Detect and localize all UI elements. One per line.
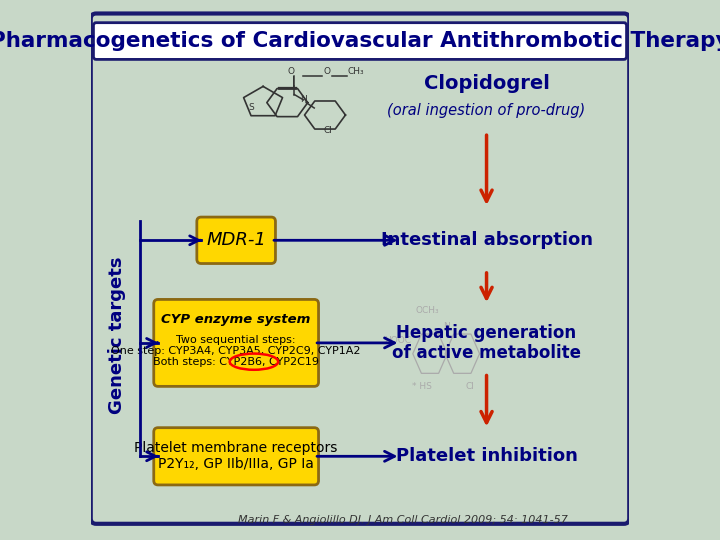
- Text: O: O: [287, 67, 294, 76]
- Text: One step: CYP3A4, CYP3A5, CYP2C9, CYP1A2: One step: CYP3A4, CYP3A5, CYP2C9, CYP1A2: [112, 346, 361, 356]
- Text: Cl: Cl: [323, 126, 332, 135]
- Text: * HS: * HS: [412, 382, 432, 391]
- FancyBboxPatch shape: [91, 14, 629, 524]
- Text: Both steps: CYP2B6, CYP2C19: Both steps: CYP2B6, CYP2C19: [153, 357, 319, 367]
- Text: S: S: [248, 103, 254, 112]
- Text: CH₃: CH₃: [348, 67, 364, 76]
- Text: OCH₃: OCH₃: [415, 306, 439, 315]
- Text: Platelet inhibition: Platelet inhibition: [395, 447, 577, 465]
- Text: N: N: [443, 322, 449, 332]
- Text: Platelet membrane receptors
P2Y₁₂, GP IIb/IIIa, GP Ia: Platelet membrane receptors P2Y₁₂, GP II…: [135, 441, 338, 471]
- FancyBboxPatch shape: [94, 23, 626, 59]
- FancyBboxPatch shape: [197, 217, 276, 264]
- FancyBboxPatch shape: [154, 428, 318, 485]
- Text: N: N: [300, 94, 307, 104]
- Text: (oral ingestion of pro-drug): (oral ingestion of pro-drug): [387, 103, 585, 118]
- Text: Pharmacogenetics of Cardiovascular Antithrombotic Therapy: Pharmacogenetics of Cardiovascular Antit…: [0, 31, 720, 51]
- Text: Marin F & Angiolillo DJ. J Am Coll Cardiol 2009; 54: 1041-57: Marin F & Angiolillo DJ. J Am Coll Cardi…: [238, 515, 568, 525]
- Text: Genetic targets: Genetic targets: [107, 256, 125, 414]
- Text: Clopidogrel: Clopidogrel: [423, 74, 549, 93]
- Text: Hepatic generation
of active metabolite: Hepatic generation of active metabolite: [392, 323, 581, 362]
- Text: O: O: [323, 67, 330, 76]
- FancyBboxPatch shape: [154, 299, 318, 387]
- Text: Two sequential steps:: Two sequential steps:: [176, 335, 296, 345]
- Text: HOOC: HOOC: [384, 336, 411, 345]
- Text: Cl: Cl: [466, 382, 474, 391]
- Text: CYP enzyme system: CYP enzyme system: [161, 313, 311, 326]
- Text: Intestinal absorption: Intestinal absorption: [381, 231, 593, 249]
- Text: MDR-1: MDR-1: [206, 231, 266, 249]
